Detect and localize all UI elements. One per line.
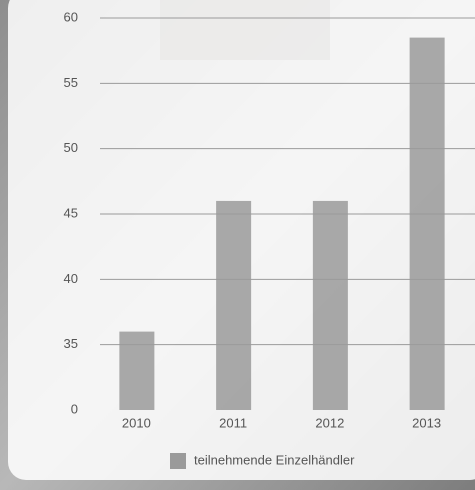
y-tick-label: 40 [64,271,78,286]
x-tick-label: 2011 [219,415,247,430]
y-tick-label: 45 [64,205,78,220]
x-tick-label: 2013 [412,415,441,430]
bar [119,331,155,410]
x-tick-label: 2010 [122,415,151,430]
bar [312,200,348,410]
y-tick-label: 55 [64,75,78,90]
y-tick-label: 50 [64,140,78,155]
y-tick-label: 35 [64,336,78,351]
y-tick-label: 0 [71,401,78,416]
x-tick-label: 2012 [315,415,344,430]
legend-label: teilnehmende Einzelhändler [194,452,355,467]
y-tick-label: 60 [64,9,78,24]
bar [216,200,252,410]
legend-swatch [170,453,186,469]
bar [409,37,445,410]
